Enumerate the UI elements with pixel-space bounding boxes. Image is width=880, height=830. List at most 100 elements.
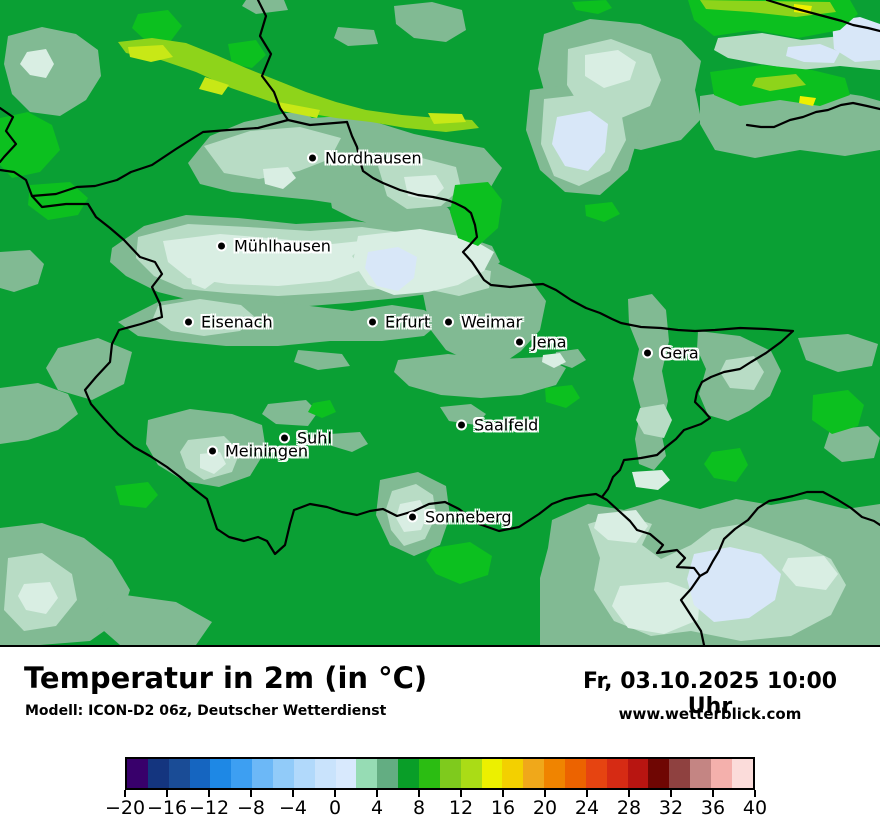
legend-cell-36-38 — [711, 759, 732, 788]
temperature-field-warm — [118, 0, 836, 132]
city-marker-suhl: Suhl — [279, 429, 332, 448]
tick-label: −8 — [236, 797, 266, 819]
city-marker-saalfeld: Saalfeld — [456, 416, 538, 435]
legend-cell--18--16 — [147, 759, 169, 788]
city-marker-gera: Gera — [642, 344, 699, 363]
tick-label: 20 — [532, 797, 558, 819]
tick-mark — [586, 790, 588, 797]
city-dot-icon — [216, 240, 227, 252]
city-dot-icon — [207, 445, 218, 457]
city-label: Meiningen — [225, 441, 308, 461]
tick-mark — [208, 790, 210, 797]
city-dot-icon — [514, 336, 525, 348]
tick-label: 4 — [370, 797, 384, 819]
state-borders — [0, 0, 880, 645]
tick-mark — [166, 790, 168, 797]
city-dot-icon — [407, 511, 418, 523]
city-label: Erfurt — [385, 312, 431, 332]
legend-cell--20--18 — [127, 759, 148, 788]
legend-cell--8--6 — [252, 759, 274, 788]
city-marker-erfurt: Erfurt — [367, 313, 430, 332]
city-label: Gera — [660, 343, 699, 363]
legend-cell-30-32 — [648, 759, 670, 788]
legend-cell--6--4 — [273, 759, 294, 788]
city-marker-weimar: Weimar — [443, 313, 522, 332]
footer: Temperatur in 2m (in °C) Modell: ICON-D2… — [0, 647, 880, 830]
tick-label: 0 — [328, 797, 342, 819]
legend-cell--14--12 — [189, 759, 211, 788]
city-dot-icon — [279, 432, 290, 444]
temperature-map-svg — [0, 0, 880, 645]
legend-cell-2-4 — [356, 759, 378, 788]
city-marker-eisenach: Eisenach — [183, 313, 273, 332]
city-label: Suhl — [297, 428, 332, 448]
tick-label: −4 — [278, 797, 308, 819]
city-label: Jena — [532, 332, 567, 352]
tick-mark — [250, 790, 252, 797]
legend-cell-22-24 — [565, 759, 586, 788]
legend-cell-38-40 — [731, 759, 753, 788]
tick-label: 32 — [658, 797, 684, 819]
legend-cell--12--10 — [210, 759, 232, 788]
tick-label: 8 — [412, 797, 426, 819]
city-dot-icon — [443, 316, 454, 328]
legend-cell-16-18 — [502, 759, 524, 788]
city-label: Sonneberg — [425, 507, 512, 527]
tick-label: 24 — [574, 797, 600, 819]
tick-label: −20 — [104, 797, 146, 819]
model-info: Modell: ICON-D2 06z, Deutscher Wetterdie… — [25, 703, 387, 719]
tick-mark — [754, 790, 756, 797]
legend-cell--2-0 — [314, 759, 336, 788]
tick-mark — [418, 790, 420, 797]
temperature-colorbar — [125, 757, 755, 790]
tick-label: −12 — [188, 797, 230, 819]
tick-mark — [628, 790, 630, 797]
tick-label: 40 — [742, 797, 768, 819]
city-label: Mühlhausen — [234, 236, 331, 256]
tick-label: −16 — [146, 797, 188, 819]
legend-cell-0-2 — [335, 759, 357, 788]
city-dot-icon — [183, 316, 194, 328]
tick-label: 28 — [616, 797, 642, 819]
city-marker-meiningen: Meiningen — [207, 442, 308, 461]
tick-mark — [376, 790, 378, 797]
legend-cell-10-12 — [439, 759, 461, 788]
map-region: Nordhausen Mühlhausen Eisenach Erfurt Weimar… — [0, 0, 880, 647]
legend-cell-12-14 — [460, 759, 482, 788]
legend-cell-20-22 — [544, 759, 566, 788]
city-marker-muehlhausen: Mühlhausen — [216, 237, 331, 256]
legend-cell-26-28 — [606, 759, 628, 788]
legend-cell--10--8 — [231, 759, 253, 788]
map-title: Temperatur in 2m (in °C) — [24, 661, 428, 695]
city-dot-icon — [307, 152, 318, 164]
legend-cell--4--2 — [293, 759, 315, 788]
tick-mark — [670, 790, 672, 797]
legend-cell-34-36 — [690, 759, 712, 788]
legend-cell-24-26 — [585, 759, 607, 788]
city-marker-nordhausen: Nordhausen — [307, 149, 422, 168]
website-label: www.wetterblick.com — [618, 705, 802, 723]
city-marker-sonneberg: Sonneberg — [407, 508, 512, 527]
city-marker-jena: Jena — [514, 333, 567, 352]
city-dot-icon — [456, 419, 467, 431]
tick-mark — [460, 790, 462, 797]
tick-mark — [712, 790, 714, 797]
tick-label: 12 — [448, 797, 474, 819]
tick-mark — [334, 790, 336, 797]
legend-cell-32-34 — [669, 759, 691, 788]
city-label: Nordhausen — [325, 148, 422, 168]
valid-datetime: Fr, 03.10.2025 10:00 Uhr — [582, 669, 838, 719]
tick-mark — [544, 790, 546, 797]
city-label: Eisenach — [201, 312, 273, 332]
legend-cell-4-6 — [377, 759, 399, 788]
legend-cell-8-10 — [419, 759, 440, 788]
legend-cell--16--14 — [168, 759, 190, 788]
legend-cell-18-20 — [523, 759, 545, 788]
city-dot-icon — [367, 316, 378, 328]
legend-cell-14-16 — [481, 759, 503, 788]
tick-mark — [124, 790, 126, 797]
legend-cell-6-8 — [398, 759, 420, 788]
legend-cell-28-30 — [627, 759, 649, 788]
city-label: Saalfeld — [474, 415, 539, 435]
